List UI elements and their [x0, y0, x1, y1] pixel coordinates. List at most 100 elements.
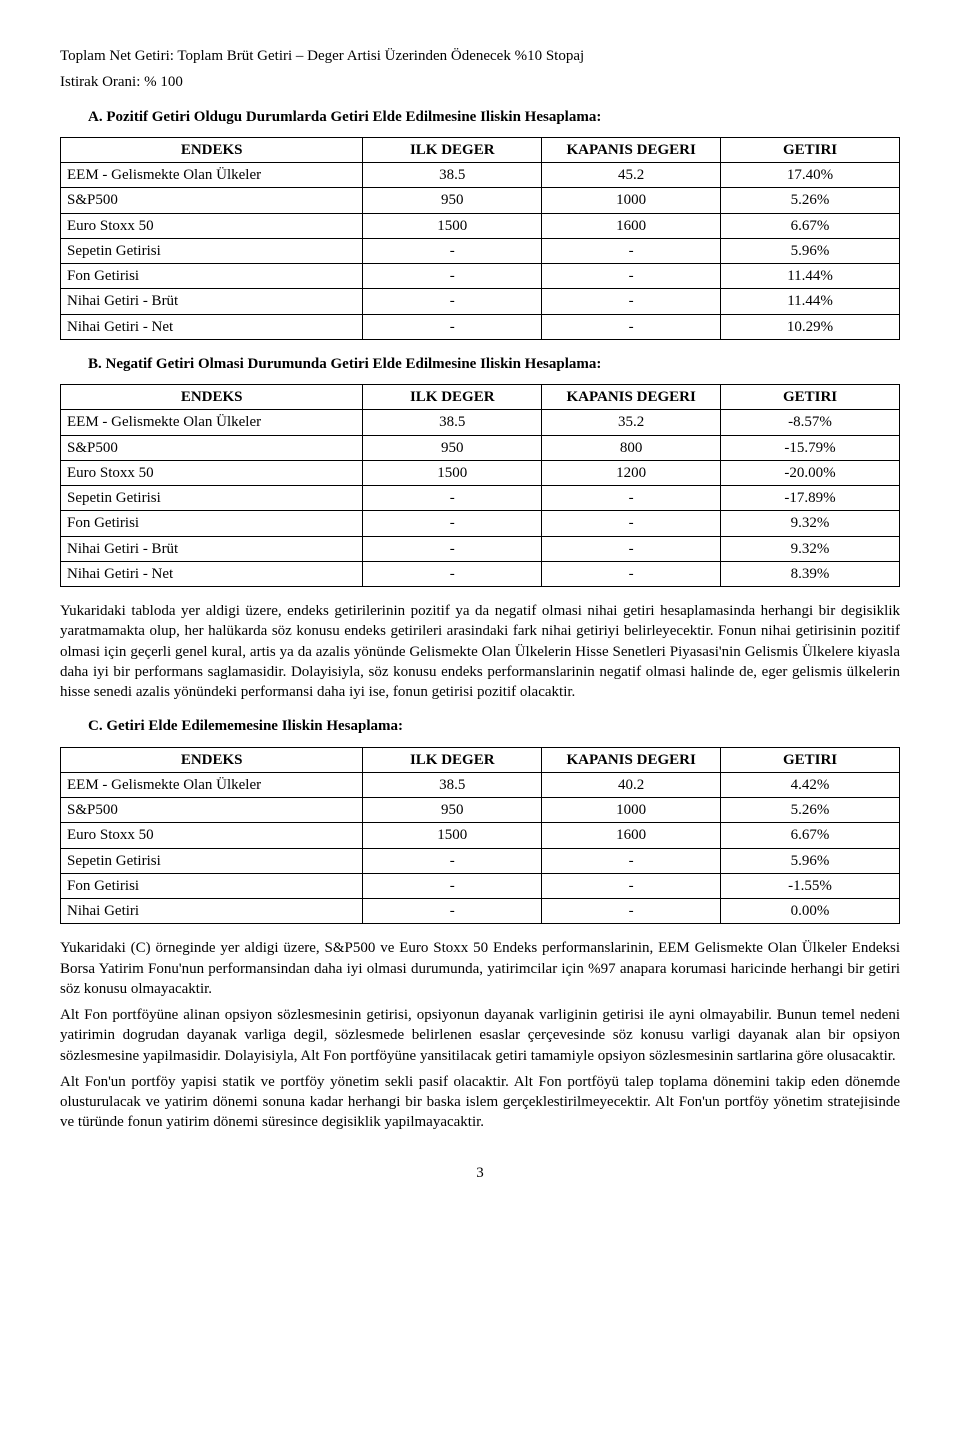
- table-cell: -: [363, 289, 542, 314]
- table-row: Fon Getirisi--9.32%: [61, 511, 900, 536]
- table-cell: 1200: [542, 460, 721, 485]
- table-cell: -: [542, 848, 721, 873]
- table-cell: Fon Getirisi: [61, 511, 363, 536]
- table-row: Euro Stoxx 5015001200-20.00%: [61, 460, 900, 485]
- table-header: GETIRI: [721, 385, 900, 410]
- table-cell: 1600: [542, 213, 721, 238]
- table-header: KAPANIS DEGERI: [542, 747, 721, 772]
- table-cell: Sepetin Getirisi: [61, 238, 363, 263]
- table-cell: 38.5: [363, 410, 542, 435]
- table-row: Sepetin Getirisi--5.96%: [61, 238, 900, 263]
- table-cell: -: [363, 848, 542, 873]
- table-row: Sepetin Getirisi--5.96%: [61, 848, 900, 873]
- table-header: ILK DEGER: [363, 137, 542, 162]
- table-row: Nihai Getiri - Brüt--11.44%: [61, 289, 900, 314]
- table-cell: -: [363, 561, 542, 586]
- intro-line-2: Istirak Orani: % 100: [60, 72, 900, 92]
- table-cell: 11.44%: [721, 264, 900, 289]
- table-cell: -: [363, 486, 542, 511]
- table-row: EEM - Gelismekte Olan Ülkeler38.545.217.…: [61, 163, 900, 188]
- table-cell: 38.5: [363, 772, 542, 797]
- table-cell: -: [363, 264, 542, 289]
- table-cell: -: [542, 238, 721, 263]
- table-row: Sepetin Getirisi---17.89%: [61, 486, 900, 511]
- table-cell: Fon Getirisi: [61, 873, 363, 898]
- table-header: ILK DEGER: [363, 747, 542, 772]
- table-cell: EEM - Gelismekte Olan Ülkeler: [61, 772, 363, 797]
- table-row: Nihai Getiri - Brüt--9.32%: [61, 536, 900, 561]
- page-number: 3: [60, 1163, 900, 1183]
- table-cell: Euro Stoxx 50: [61, 213, 363, 238]
- table-cell: 950: [363, 188, 542, 213]
- table-cell: -: [542, 899, 721, 924]
- table-header: KAPANIS DEGERI: [542, 385, 721, 410]
- table-a: ENDEKSILK DEGERKAPANIS DEGERIGETIRIEEM -…: [60, 137, 900, 340]
- table-cell: -: [542, 561, 721, 586]
- table-cell: -20.00%: [721, 460, 900, 485]
- table-cell: 1600: [542, 823, 721, 848]
- table-cell: -: [542, 264, 721, 289]
- table-cell: Nihai Getiri - Brüt: [61, 536, 363, 561]
- table-cell: 38.5: [363, 163, 542, 188]
- table-cell: Fon Getirisi: [61, 264, 363, 289]
- table-cell: 0.00%: [721, 899, 900, 924]
- table-cell: -: [542, 486, 721, 511]
- para-after-c-2: Alt Fon portföyüne alinan opsiyon sözles…: [60, 1005, 900, 1066]
- table-cell: 4.42%: [721, 772, 900, 797]
- table-row: Nihai Getiri - Net--8.39%: [61, 561, 900, 586]
- table-row: S&P500950800-15.79%: [61, 435, 900, 460]
- table-cell: -: [363, 873, 542, 898]
- table-cell: 1500: [363, 823, 542, 848]
- table-cell: -15.79%: [721, 435, 900, 460]
- table-cell: 6.67%: [721, 213, 900, 238]
- table-cell: -: [363, 238, 542, 263]
- table-header: ENDEKS: [61, 385, 363, 410]
- table-cell: -: [363, 511, 542, 536]
- table-row: Fon Getirisi--11.44%: [61, 264, 900, 289]
- table-cell: 950: [363, 435, 542, 460]
- table-cell: EEM - Gelismekte Olan Ülkeler: [61, 410, 363, 435]
- section-b-heading: B. Negatif Getiri Olmasi Durumunda Getir…: [88, 354, 900, 374]
- table-cell: 11.44%: [721, 289, 900, 314]
- table-row: Nihai Getiri - Net--10.29%: [61, 314, 900, 339]
- table-cell: Nihai Getiri - Net: [61, 561, 363, 586]
- table-cell: 5.96%: [721, 848, 900, 873]
- table-header: ENDEKS: [61, 747, 363, 772]
- table-cell: -: [363, 314, 542, 339]
- table-row: S&P50095010005.26%: [61, 188, 900, 213]
- table-cell: 40.2: [542, 772, 721, 797]
- table-header: ILK DEGER: [363, 385, 542, 410]
- table-cell: -: [363, 899, 542, 924]
- table-cell: -1.55%: [721, 873, 900, 898]
- table-cell: 800: [542, 435, 721, 460]
- para-after-c-3: Alt Fon'un portföy yapisi statik ve port…: [60, 1072, 900, 1133]
- para-after-b: Yukaridaki tabloda yer aldigi üzere, end…: [60, 601, 900, 702]
- table-cell: 35.2: [542, 410, 721, 435]
- table-cell: 9.32%: [721, 536, 900, 561]
- table-row: Fon Getirisi---1.55%: [61, 873, 900, 898]
- table-cell: 45.2: [542, 163, 721, 188]
- table-cell: Euro Stoxx 50: [61, 460, 363, 485]
- table-cell: Sepetin Getirisi: [61, 486, 363, 511]
- table-cell: -: [542, 873, 721, 898]
- table-cell: -: [542, 314, 721, 339]
- table-cell: 5.26%: [721, 798, 900, 823]
- table-row: S&P50095010005.26%: [61, 798, 900, 823]
- table-cell: 9.32%: [721, 511, 900, 536]
- table-cell: 17.40%: [721, 163, 900, 188]
- section-c-heading: C. Getiri Elde Edilememesine Iliskin Hes…: [88, 716, 900, 736]
- table-cell: 1500: [363, 213, 542, 238]
- table-cell: S&P500: [61, 188, 363, 213]
- table-cell: Euro Stoxx 50: [61, 823, 363, 848]
- table-cell: 10.29%: [721, 314, 900, 339]
- table-cell: -8.57%: [721, 410, 900, 435]
- table-cell: -: [542, 289, 721, 314]
- table-row: Nihai Getiri--0.00%: [61, 899, 900, 924]
- table-header: KAPANIS DEGERI: [542, 137, 721, 162]
- table-cell: 950: [363, 798, 542, 823]
- table-cell: EEM - Gelismekte Olan Ülkeler: [61, 163, 363, 188]
- table-cell: -17.89%: [721, 486, 900, 511]
- table-cell: Nihai Getiri - Net: [61, 314, 363, 339]
- table-header: GETIRI: [721, 137, 900, 162]
- section-a-heading: A. Pozitif Getiri Oldugu Durumlarda Geti…: [88, 107, 900, 127]
